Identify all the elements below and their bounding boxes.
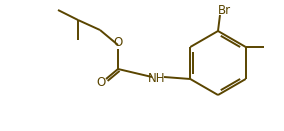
Text: O: O	[113, 36, 123, 48]
Text: O: O	[96, 75, 106, 89]
Text: NH: NH	[148, 72, 166, 86]
Text: Br: Br	[218, 4, 231, 17]
